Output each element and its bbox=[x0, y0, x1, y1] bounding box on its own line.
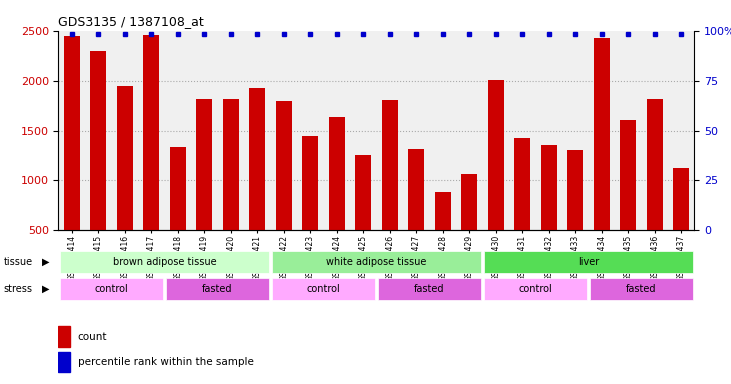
Bar bbox=[514, 137, 530, 230]
Bar bbox=[249, 88, 265, 230]
Text: ▶: ▶ bbox=[42, 257, 50, 267]
Bar bbox=[620, 119, 636, 230]
Text: control: control bbox=[518, 284, 553, 294]
Bar bbox=[567, 149, 583, 230]
Bar bbox=[302, 136, 318, 230]
Bar bbox=[382, 99, 398, 230]
Bar bbox=[143, 35, 159, 230]
Text: white adipose tissue: white adipose tissue bbox=[326, 257, 427, 267]
Bar bbox=[276, 101, 292, 230]
Bar bbox=[408, 149, 424, 230]
Text: fasted: fasted bbox=[414, 284, 444, 294]
Text: percentile rank within the sample: percentile rank within the sample bbox=[77, 357, 254, 367]
Bar bbox=[541, 144, 557, 230]
Bar bbox=[673, 169, 689, 230]
Text: stress: stress bbox=[4, 284, 33, 294]
Text: tissue: tissue bbox=[4, 257, 33, 267]
Bar bbox=[170, 147, 186, 230]
Bar bbox=[488, 79, 504, 230]
Bar bbox=[435, 192, 450, 230]
Bar bbox=[117, 86, 132, 230]
Bar bbox=[590, 278, 693, 300]
Text: count: count bbox=[77, 331, 107, 341]
Bar bbox=[64, 36, 80, 230]
Bar bbox=[272, 278, 375, 300]
Bar bbox=[329, 117, 344, 230]
Bar bbox=[60, 251, 269, 273]
Bar bbox=[647, 99, 662, 230]
Text: liver: liver bbox=[577, 257, 599, 267]
Bar bbox=[484, 251, 693, 273]
Text: GDS3135 / 1387108_at: GDS3135 / 1387108_at bbox=[58, 15, 204, 28]
Bar bbox=[355, 154, 371, 230]
Bar bbox=[58, 326, 69, 347]
Text: brown adipose tissue: brown adipose tissue bbox=[113, 257, 216, 267]
Text: control: control bbox=[306, 284, 341, 294]
Bar bbox=[223, 99, 238, 230]
Bar bbox=[378, 278, 481, 300]
Bar bbox=[166, 278, 269, 300]
Bar bbox=[58, 352, 69, 372]
Bar bbox=[272, 251, 481, 273]
Text: control: control bbox=[94, 284, 129, 294]
Bar bbox=[484, 278, 587, 300]
Bar bbox=[60, 278, 163, 300]
Text: ▶: ▶ bbox=[42, 284, 50, 294]
Text: fasted: fasted bbox=[626, 284, 656, 294]
Bar bbox=[90, 51, 106, 230]
Bar bbox=[461, 174, 477, 230]
Bar bbox=[196, 99, 212, 230]
Text: fasted: fasted bbox=[202, 284, 232, 294]
Bar bbox=[594, 38, 610, 230]
